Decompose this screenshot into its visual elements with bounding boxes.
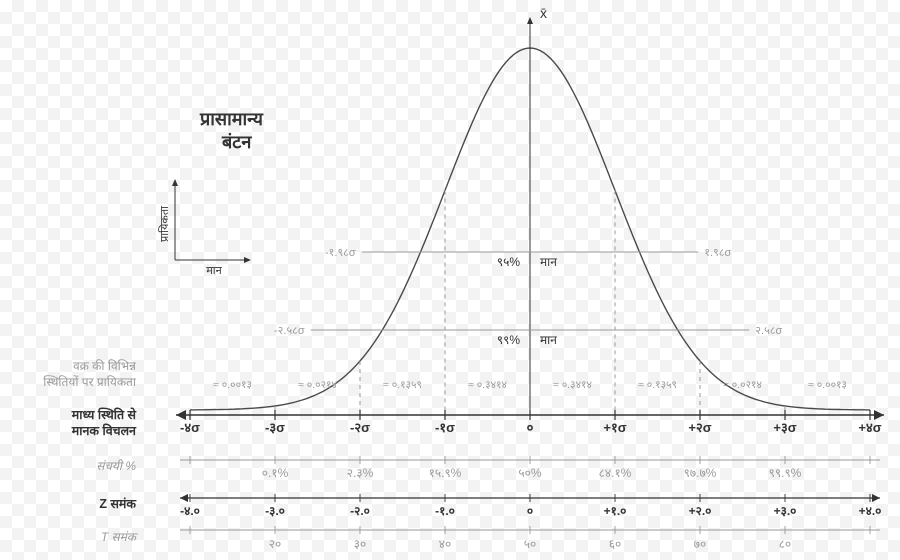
ci-95-right-label: १.९८σ bbox=[704, 247, 731, 259]
sub-tick-label: +१.० bbox=[604, 504, 627, 518]
chart-title-1: प्रासामान्य bbox=[199, 109, 264, 129]
sigma-tick-label: -४σ bbox=[180, 420, 200, 435]
sigma-tick-label: -१σ bbox=[435, 420, 455, 435]
sigma-tick-label: +२σ bbox=[688, 420, 711, 435]
ci-99-unit: मान bbox=[540, 333, 557, 347]
ci-99-left-label: -२.५८σ bbox=[274, 325, 305, 337]
sub-tick-label: ५० bbox=[524, 537, 536, 551]
sub-tick-label: -२.० bbox=[350, 504, 370, 518]
arrow-right-icon bbox=[874, 410, 884, 420]
sub-tick-label: ५०% bbox=[518, 466, 541, 480]
ci-95-left-label: -१.९८σ bbox=[325, 247, 356, 259]
chart-title-2: बंटन bbox=[221, 132, 252, 152]
segment-prob: ≈ ०.१३५९ bbox=[638, 379, 677, 391]
sub-tick-label: +२.० bbox=[689, 504, 712, 518]
sub-tick-label: ०.१% bbox=[262, 466, 289, 480]
row-sigma-label-2: मानक विचलन bbox=[71, 423, 137, 438]
segment-prob: ≈ ०.१३५९ bbox=[383, 379, 422, 391]
mini-x-label: मान bbox=[206, 265, 222, 277]
sigma-tick-label: +३σ bbox=[773, 420, 796, 435]
sigma-tick-label: +४σ bbox=[858, 420, 881, 435]
row-prob-label-2: स्थितियों पर प्रायिकता bbox=[43, 375, 137, 389]
sub-tick-label: ३० bbox=[354, 537, 366, 551]
segment-prob: ≈ ०.०२१४ bbox=[298, 379, 337, 391]
ci-95-unit: मान bbox=[540, 255, 557, 269]
segment-prob: ≈ ०.००१३ bbox=[808, 379, 847, 391]
sub-tick-label: ६० bbox=[609, 537, 621, 551]
ci-95-pct: ९५% bbox=[497, 255, 520, 269]
mean-symbol: x̄ bbox=[540, 5, 547, 21]
sub-tick-label: -१.० bbox=[435, 504, 455, 518]
sigma-tick-label: ० bbox=[527, 420, 534, 435]
row-prob-label-1: वक्र की विभिन्न bbox=[73, 359, 137, 373]
sub-tick-label: -३.० bbox=[265, 504, 285, 518]
sigma-tick-label: -३σ bbox=[265, 420, 285, 435]
row-t-label: T समंक bbox=[101, 530, 139, 544]
segment-prob: ≈ ०.३४१४ bbox=[468, 379, 507, 391]
sub-tick-label: ८० bbox=[779, 537, 791, 551]
sub-tick-label: +४.० bbox=[859, 504, 882, 518]
sub-tick-label: २.३% bbox=[347, 466, 374, 480]
row-z-label: Z समंक bbox=[99, 497, 137, 511]
row-sigma-label-1: माध्य स्थिति से bbox=[71, 407, 137, 422]
sub-tick-label: २० bbox=[269, 537, 281, 551]
ci-99-pct: ९९% bbox=[497, 333, 520, 347]
segment-prob: ≈ ०.०२१४ bbox=[723, 379, 762, 391]
sub-tick-label: १५.९% bbox=[429, 466, 462, 480]
segment-prob: ≈ ०.३४१४ bbox=[553, 379, 592, 391]
sub-tick-label: ८४.१% bbox=[599, 466, 632, 480]
mini-y-label: प्रायिकता bbox=[158, 206, 171, 242]
sub-tick-label: ७० bbox=[694, 537, 706, 551]
sub-tick-label: -४.० bbox=[180, 504, 200, 518]
sigma-tick-label: -२σ bbox=[350, 420, 370, 435]
sub-tick-label: +३.० bbox=[774, 504, 797, 518]
normal-distribution-diagram: x̄ -१.९८σ १.९८σ ९५% मान -२.५८σ २.५८σ ९९% मान ≈ ०.… bbox=[0, 0, 900, 560]
segment-prob: ≈ ०.००१३ bbox=[213, 379, 252, 391]
sub-tick-label: ४० bbox=[439, 537, 451, 551]
ci-99-right-label: २.५८σ bbox=[755, 325, 782, 337]
arrow-left-icon bbox=[176, 410, 186, 420]
sub-tick-label: ९९.९% bbox=[769, 466, 802, 480]
sub-tick-label: ९७.७% bbox=[684, 466, 717, 480]
row-cum-label: संचयी % bbox=[96, 459, 136, 473]
sub-tick-label: ० bbox=[527, 504, 533, 518]
sigma-tick-label: +१σ bbox=[603, 420, 626, 435]
